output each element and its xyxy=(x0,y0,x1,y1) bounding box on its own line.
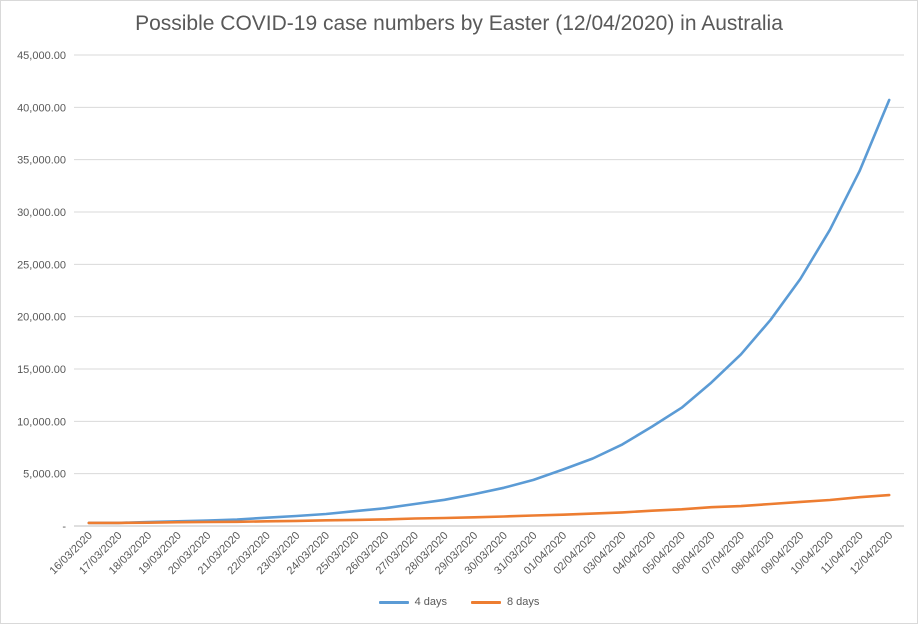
y-tick-label: 25,000.00 xyxy=(17,259,66,271)
y-tick-label: 20,000.00 xyxy=(17,312,66,324)
y-tick-label: 5,000.00 xyxy=(23,469,66,481)
legend: 4 days 8 days xyxy=(0,596,918,608)
series-line xyxy=(87,98,891,525)
series-4-days xyxy=(87,98,891,525)
y-tick-label: 45,000.00 xyxy=(17,50,66,62)
y-tick-label: 40,000.00 xyxy=(17,102,66,114)
y-tick-label: - xyxy=(62,521,66,533)
y-tick-label: 10,000.00 xyxy=(17,416,66,428)
y-tick-label: 15,000.00 xyxy=(17,364,66,376)
legend-item-4-days: 4 days xyxy=(378,596,447,608)
legend-label-8-days: 8 days xyxy=(507,596,540,608)
legend-item-8-days: 8 days xyxy=(471,596,539,608)
y-tick-label: 30,000.00 xyxy=(17,207,66,219)
legend-label-4-days: 4 days xyxy=(414,596,447,608)
series-line xyxy=(87,493,891,525)
series-8-days xyxy=(87,493,891,525)
legend-swatch-8-days xyxy=(471,600,501,604)
y-tick-label: 35,000.00 xyxy=(17,155,66,167)
chart-title: Possible COVID-19 case numbers by Easter… xyxy=(135,12,783,35)
legend-swatch-4-days xyxy=(378,600,409,604)
